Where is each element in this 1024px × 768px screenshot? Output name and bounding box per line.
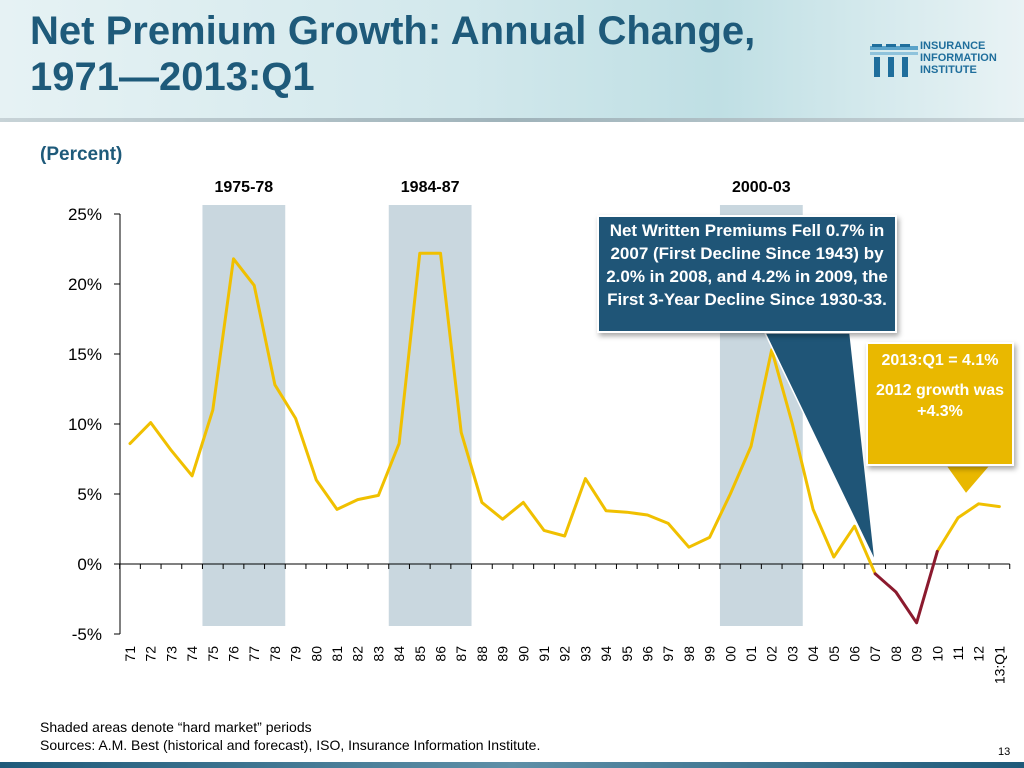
series-line <box>873 549 939 625</box>
hard-market-label: 1975-78 <box>214 179 273 196</box>
x-tick-label: 80 <box>308 646 324 662</box>
x-tick-label: 94 <box>598 646 614 662</box>
footnote: Shaded areas denote “hard market” period… <box>40 718 540 754</box>
x-tick-label: 98 <box>681 646 697 662</box>
bottom-bar <box>0 762 1024 768</box>
x-tick-label: 02 <box>764 646 780 662</box>
x-tick-label: 88 <box>474 646 490 662</box>
x-tick-label: 78 <box>267 646 283 662</box>
y-tick-label: 15% <box>68 345 102 364</box>
page-title-line-2: 1971—2013:Q1 <box>30 55 315 99</box>
x-tick-label: 72 <box>143 646 159 662</box>
x-tick-label: 82 <box>350 646 366 662</box>
page-title: Net Premium Growth: Annual Change, 1971—… <box>30 8 830 100</box>
logo-text: INSURANCE INFORMATION INSTITUTE <box>920 40 997 76</box>
x-tick-label: 71 <box>122 646 138 662</box>
page-number: 13 <box>998 746 1011 758</box>
x-tick-label: 91 <box>536 646 552 662</box>
x-tick-label: 00 <box>722 646 738 662</box>
x-tick-label: 79 <box>288 646 304 662</box>
x-tick-label: 06 <box>847 646 863 662</box>
header-divider <box>0 118 1024 122</box>
x-tick-label: 73 <box>163 646 179 662</box>
q1-callout-line-1: 2013:Q1 = 4.1% <box>881 352 999 369</box>
x-tick-label: 90 <box>515 646 531 662</box>
hard-market-shade <box>202 205 286 626</box>
footnote-shading-note: Shaded areas denote “hard market” period… <box>40 719 312 735</box>
x-tick-label: 92 <box>557 646 573 662</box>
q1-callout: 2013:Q1 = 4.1% 2012 growth was +4.3% <box>866 342 1014 466</box>
x-tick-label: 83 <box>370 646 386 662</box>
x-tick-label: 08 <box>888 646 904 662</box>
x-tick-label: 86 <box>433 646 449 662</box>
y-tick-label: 5% <box>77 485 102 504</box>
x-tick-label: 12 <box>971 646 987 662</box>
header-band <box>0 0 1024 118</box>
x-tick-label: 07 <box>867 646 883 662</box>
hard-market-label: 1984-87 <box>401 179 460 196</box>
q1-callout-pointer <box>944 465 992 496</box>
x-tick-label: 81 <box>329 646 345 662</box>
y-tick-label: 25% <box>68 205 102 224</box>
x-tick-label: 05 <box>826 646 842 662</box>
x-tick-label: 75 <box>205 646 221 662</box>
x-tick-label: 77 <box>246 646 262 662</box>
decline-callout-pointer <box>763 332 876 563</box>
y-tick-label: 20% <box>68 275 102 294</box>
x-tick-label: 93 <box>577 646 593 662</box>
y-tick-label: 0% <box>77 555 102 574</box>
x-tick-label: 85 <box>412 646 428 662</box>
x-tick-label: 84 <box>391 646 407 662</box>
logo-line: INSURANCE <box>920 40 986 52</box>
iii-logo-icon <box>870 44 918 77</box>
x-tick-label: 01 <box>743 646 759 662</box>
decline-callout: Net Written Premiums Fell 0.7% in 2007 (… <box>597 215 897 333</box>
x-tick-label: 99 <box>702 646 718 662</box>
x-tick-label: 87 <box>453 646 469 662</box>
x-tick-label: 04 <box>805 646 821 662</box>
x-tick-label: 74 <box>184 646 200 662</box>
logo-line: INFORMATION <box>920 52 997 64</box>
x-tick-label: 11 <box>950 646 966 661</box>
x-tick-label: 96 <box>640 646 656 662</box>
page-title-line-1: Net Premium Growth: Annual Change, <box>30 9 756 53</box>
x-tick-label: 97 <box>660 646 676 662</box>
x-tick-label: 95 <box>619 646 635 662</box>
hard-market-label: 2000-03 <box>732 179 791 196</box>
x-tick-label: 89 <box>495 646 511 662</box>
x-tick-label: 10 <box>929 646 945 662</box>
x-tick-label: 09 <box>909 646 925 662</box>
series-line <box>935 502 1001 553</box>
x-tick-label: 03 <box>784 646 800 662</box>
footnote-sources: Sources: A.M. Best (historical and forec… <box>40 737 541 753</box>
y-tick-label: 10% <box>68 415 102 434</box>
y-tick-label: -5% <box>72 625 102 644</box>
series-line <box>128 251 877 576</box>
x-tick-label: 13:Q1 <box>991 646 1007 684</box>
q1-callout-line-2: 2012 growth was +4.3% <box>875 382 1005 420</box>
logo-line: INSTITUTE <box>920 64 977 76</box>
x-tick-label: 76 <box>226 646 242 662</box>
y-unit-label: (Percent) <box>40 144 123 165</box>
